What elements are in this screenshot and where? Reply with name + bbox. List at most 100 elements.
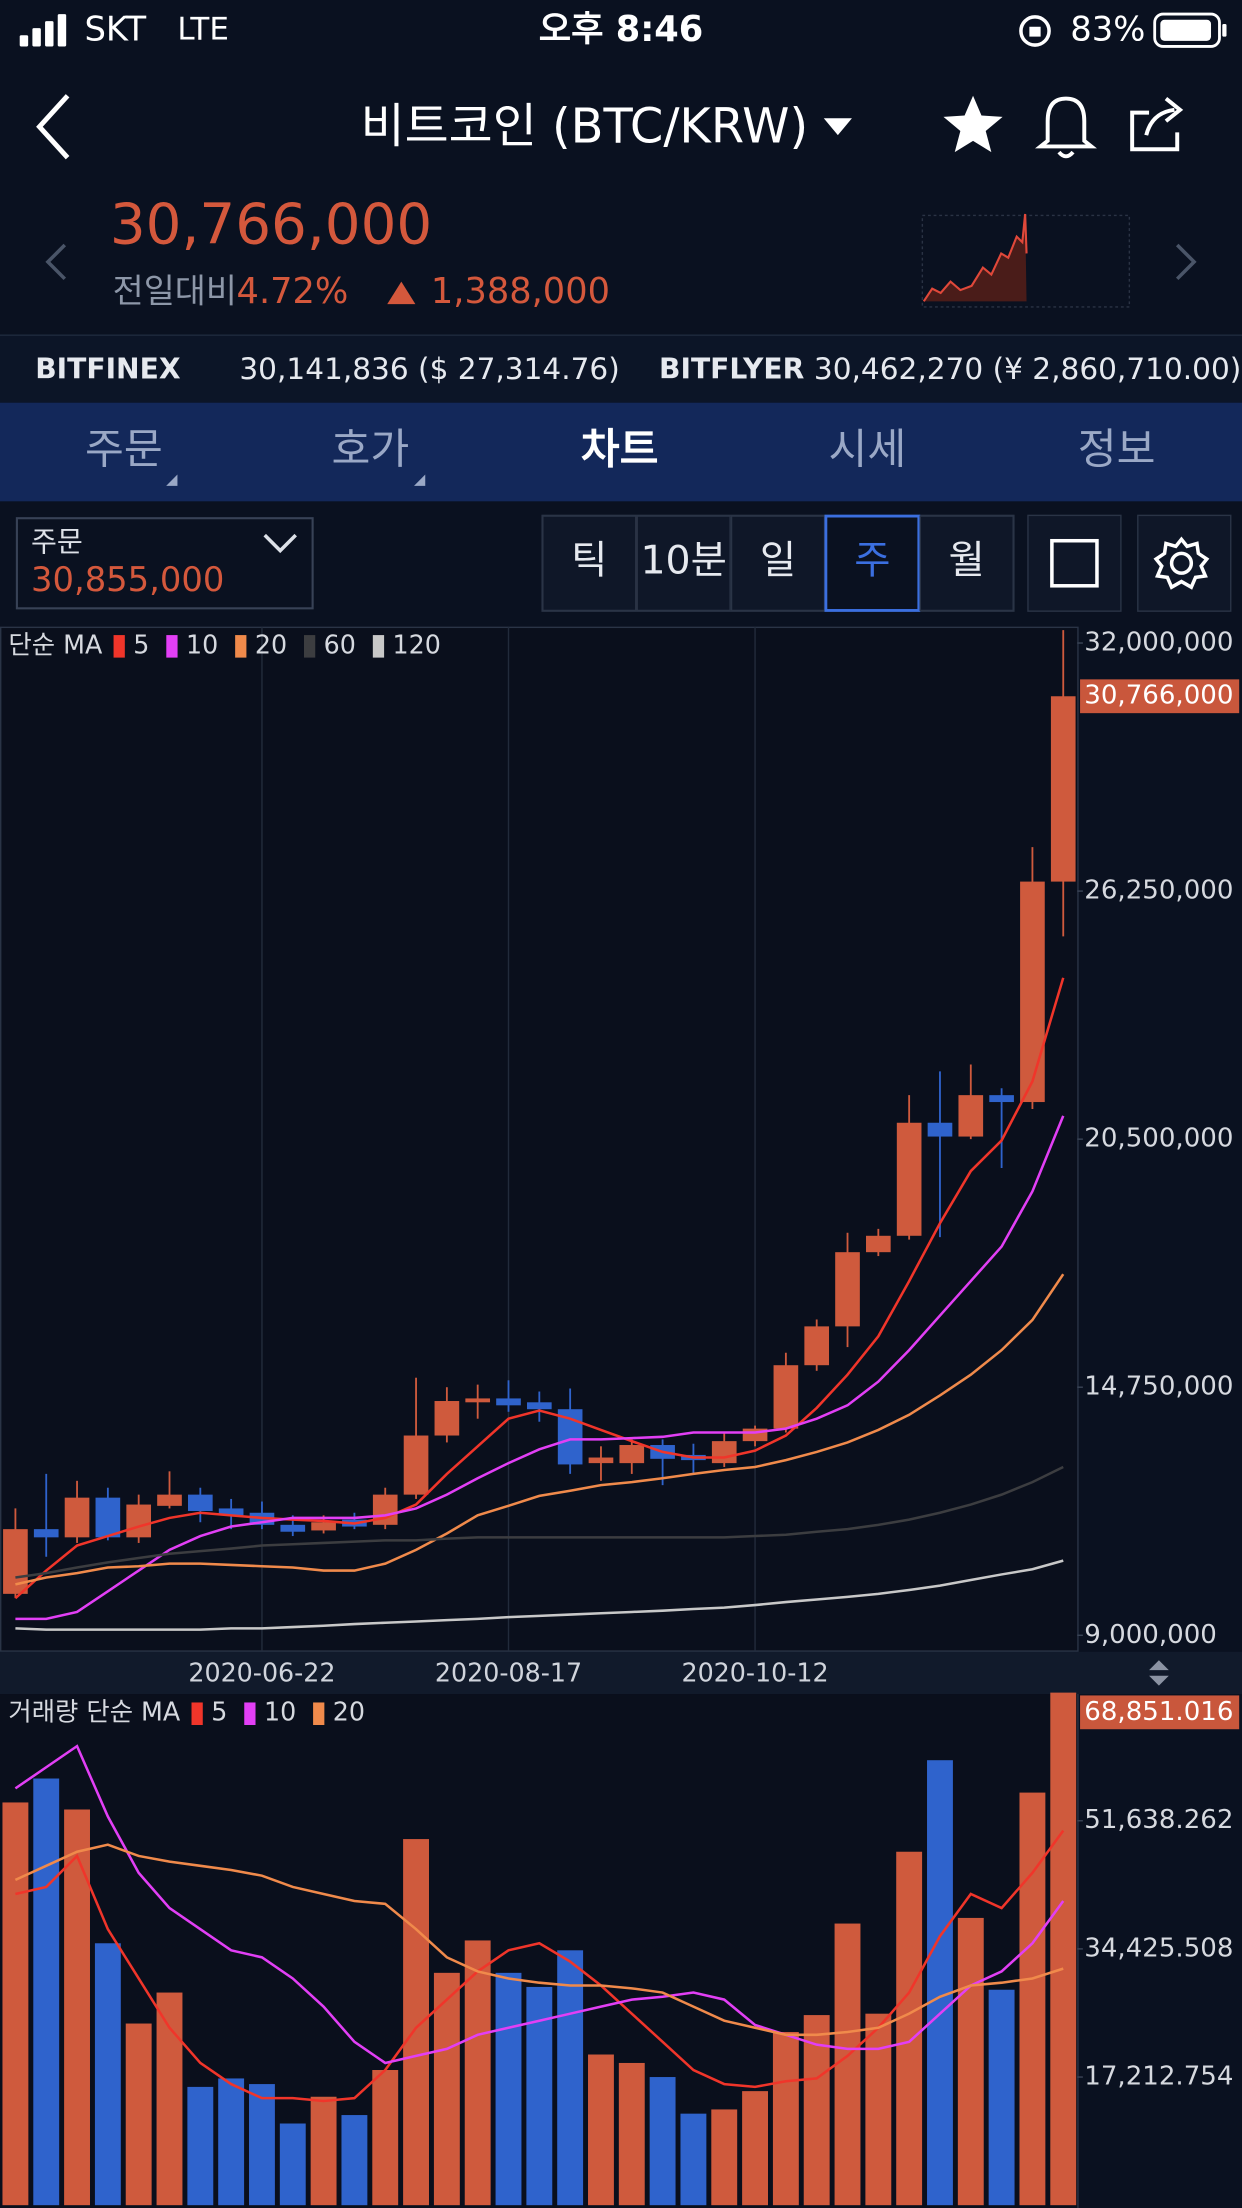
volume-bar bbox=[865, 2013, 892, 2206]
x-tick-label: 2020-10-12 bbox=[681, 1657, 828, 1687]
volume-bar bbox=[341, 2115, 368, 2206]
y-tick-label: 51,638.262 bbox=[1084, 1805, 1233, 1835]
interval-label: 일 bbox=[760, 538, 796, 584]
order-dropdown[interactable] bbox=[263, 533, 297, 554]
tab-indicator bbox=[414, 474, 426, 486]
tab[interactable]: 시세 bbox=[829, 425, 907, 474]
sparkline bbox=[921, 213, 1131, 308]
ma-line bbox=[15, 1465, 1064, 1579]
candle-body bbox=[804, 1326, 830, 1366]
title-dropdown[interactable] bbox=[823, 118, 852, 136]
candle-body bbox=[157, 1494, 182, 1506]
settings-icon bbox=[1153, 536, 1210, 590]
network: LTE bbox=[177, 11, 228, 47]
volume-bar bbox=[125, 2023, 152, 2206]
volume-bar bbox=[649, 2077, 676, 2206]
current-value-box bbox=[1080, 1695, 1240, 1730]
layout-button[interactable] bbox=[1027, 514, 1122, 612]
volume-bar bbox=[557, 1950, 584, 2206]
candle-body bbox=[1050, 696, 1076, 882]
interval-label: 주 bbox=[854, 538, 890, 584]
candle-body bbox=[465, 1398, 491, 1403]
y-tick-label: 26,250,000 bbox=[1084, 876, 1233, 906]
page-title[interactable]: 비트코인 (BTC/KRW) bbox=[361, 100, 809, 155]
rotation-lock-icon bbox=[1019, 15, 1051, 47]
y-tick-label: 17,212.754 bbox=[1084, 2062, 1233, 2092]
back-button[interactable] bbox=[36, 94, 70, 160]
favorite-button[interactable] bbox=[943, 95, 1003, 153]
candle-body bbox=[95, 1497, 121, 1538]
interval-button[interactable] bbox=[919, 515, 1014, 612]
candle-body bbox=[64, 1497, 90, 1538]
share-button[interactable] bbox=[1130, 97, 1184, 152]
candle-body bbox=[126, 1504, 152, 1538]
ma-line bbox=[14, 1843, 1064, 2037]
candle-body bbox=[588, 1457, 614, 1464]
carrier: SKT bbox=[84, 9, 146, 48]
y-tick-label: 34,425.508 bbox=[1084, 1933, 1233, 1963]
legend-title: 거래량 단순 MA bbox=[8, 1697, 180, 1727]
ma-line bbox=[15, 1559, 1064, 1631]
volume-bar bbox=[372, 2070, 399, 2206]
interval-label: 월 bbox=[949, 538, 985, 584]
ma-line bbox=[15, 1829, 1065, 2103]
change-label: 전일대비 bbox=[113, 271, 237, 310]
candle-body bbox=[526, 1402, 552, 1410]
interval-button[interactable] bbox=[542, 515, 637, 612]
volume-bar bbox=[1050, 1692, 1077, 2206]
battery-icon bbox=[1153, 12, 1227, 48]
legend-swatch bbox=[372, 635, 385, 658]
legend-label: 5 bbox=[133, 629, 149, 659]
y-tick-label: 32,000,000 bbox=[1084, 628, 1233, 658]
tabs: 주문 호가 차트 시세 정보 bbox=[85, 425, 1155, 474]
up-arrow bbox=[387, 281, 416, 305]
volume-bar bbox=[957, 1917, 984, 2206]
volume-bar bbox=[433, 1972, 460, 2206]
order-price: 30,855,000 bbox=[31, 560, 224, 599]
volume-bar bbox=[310, 2096, 337, 2206]
legend-swatch bbox=[191, 1702, 203, 1725]
legend-label: 20 bbox=[333, 1697, 365, 1727]
battery-percent: 83% bbox=[1070, 9, 1145, 48]
alert-button[interactable] bbox=[1035, 96, 1097, 159]
candle-body bbox=[989, 1095, 1014, 1103]
volume-bar bbox=[249, 2084, 275, 2206]
interval-button[interactable] bbox=[824, 514, 921, 612]
volume-bar bbox=[588, 2054, 614, 2206]
legend-label: 60 bbox=[324, 629, 356, 659]
volume-bar bbox=[403, 1839, 429, 2206]
tab[interactable]: 주문 bbox=[85, 425, 163, 474]
order-box[interactable] bbox=[15, 517, 314, 610]
y-tick-label: 14,750,000 bbox=[1084, 1372, 1233, 1402]
resize-handle[interactable] bbox=[1149, 1675, 1169, 1686]
interval-button[interactable] bbox=[636, 515, 731, 612]
candle-body bbox=[835, 1252, 860, 1327]
tab[interactable]: 호가 bbox=[331, 425, 409, 474]
legend-swatch bbox=[235, 635, 247, 658]
settings-button[interactable] bbox=[1137, 514, 1232, 612]
change-amount: 1,388,000 bbox=[431, 271, 610, 312]
volume-bar bbox=[927, 1760, 953, 2206]
candle-body bbox=[927, 1122, 953, 1137]
volume-bar bbox=[711, 2109, 738, 2206]
candle-body bbox=[311, 1522, 336, 1531]
legend-label: 10 bbox=[186, 629, 218, 659]
legend-swatch bbox=[244, 1702, 256, 1725]
candle-body bbox=[896, 1122, 922, 1236]
resize-handle[interactable] bbox=[1149, 1660, 1169, 1671]
candle-body bbox=[496, 1398, 521, 1406]
volume-bar bbox=[988, 1989, 1015, 2206]
legend-title: 단순 MA bbox=[8, 629, 103, 659]
tab[interactable]: 차트 bbox=[581, 425, 659, 474]
volume-bar bbox=[618, 2062, 645, 2206]
volume-bar bbox=[1019, 1792, 1046, 2206]
volume-bar bbox=[680, 2113, 707, 2206]
tab[interactable]: 정보 bbox=[1078, 425, 1156, 474]
ma-line bbox=[14, 1744, 1065, 2065]
legend-label: 20 bbox=[255, 629, 287, 659]
prev-coin[interactable] bbox=[45, 243, 67, 281]
volume-bar bbox=[464, 1940, 491, 2206]
interval-label: 10분 bbox=[640, 538, 726, 584]
next-coin[interactable] bbox=[1175, 243, 1197, 281]
volume-bar bbox=[279, 2123, 306, 2206]
